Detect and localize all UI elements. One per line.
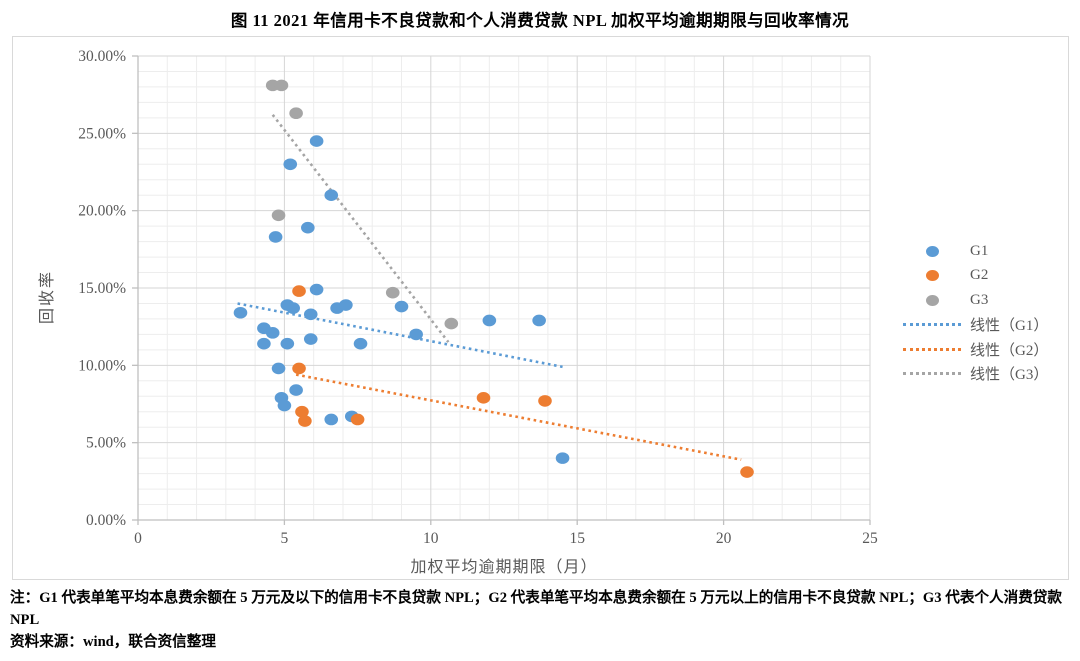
data-point-G1 (265, 327, 280, 339)
series-G1 (233, 135, 570, 464)
legend-label: G3 (970, 291, 989, 308)
data-point-G1 (268, 231, 283, 243)
trendline-线性（G1） (237, 302, 563, 369)
chart-container: 0 5 10 15 20 25 0.00% 5.00% 10.00% 15.00% 20.00% 25… (12, 36, 1069, 580)
page-title: 图 11 2021 年信用卡不良贷款和个人消费贷款 NPL 加权平均逾期期限与回… (230, 11, 850, 30)
data-point-G3 (289, 107, 303, 120)
data-point-G1 (309, 135, 324, 147)
legend-swatch (903, 270, 961, 281)
data-point-G3 (271, 209, 286, 222)
data-point-G2 (538, 395, 552, 407)
x-tick-label: 20 (716, 530, 732, 547)
legend-label: 线性（G3） (970, 367, 1049, 383)
y-tick-label: 30.00% (78, 48, 126, 65)
x-axis-title: 加权平均逾期期限（月） (410, 559, 598, 576)
notes-block: 注：G1 代表单笔平均本息费余额在 5 万元及以下的信用卡不良贷款 NPL；G2… (10, 588, 1072, 654)
legend-swatch (903, 323, 961, 326)
x-tick-label: 0 (134, 530, 142, 547)
data-point-G1 (339, 299, 353, 311)
data-point-G2 (298, 415, 312, 427)
tick-labels: 0 5 10 15 20 25 0.00% 5.00% 10.00% 15.00% 20.00% 25… (78, 48, 878, 547)
data-point-G1 (324, 413, 339, 426)
legend-label: G2 (970, 267, 989, 283)
data-point-G1 (277, 399, 292, 412)
y-tick-label: 0.00% (86, 512, 126, 529)
legend-item: G1 (903, 243, 1048, 259)
trendline-线性（G3） (271, 113, 450, 343)
data-point-G2 (295, 405, 309, 418)
axes (132, 55, 871, 525)
legend-swatch (903, 372, 961, 375)
legend-label: 线性（G2） (970, 342, 1049, 359)
note-text: 注：G1 代表单笔平均本息费余额在 5 万元及以下的信用卡不良贷款 NPL；G2… (10, 590, 1062, 628)
data-point-G3 (444, 317, 459, 330)
data-point-G3 (385, 286, 400, 299)
data-point-G1 (309, 283, 324, 296)
legend-item: G3 (903, 292, 1048, 308)
legend-label: 线性（G1） (970, 318, 1049, 334)
legend-swatch (903, 347, 961, 351)
data-point-G2 (292, 362, 306, 375)
legend-item: 线性（G1） (903, 317, 1049, 334)
data-point-G1 (280, 337, 295, 350)
data-point-G1 (271, 362, 286, 375)
x-tick-label: 10 (423, 530, 439, 547)
data-point-G2 (292, 285, 306, 297)
gridlines-major (138, 55, 871, 520)
data-point-G1 (353, 337, 368, 350)
data-point-G1 (324, 189, 339, 201)
y-tick-label: 10.00% (78, 357, 126, 374)
data-point-G1 (409, 328, 423, 341)
legend-item: 线性（G2） (903, 341, 1049, 359)
data-point-G1 (303, 308, 318, 321)
y-tick-label: 20.00% (78, 203, 126, 220)
y-tick-label: 15.00% (78, 280, 126, 297)
x-tick-label: 25 (862, 530, 878, 547)
data-point-G1 (233, 306, 248, 319)
data-point-G1 (286, 302, 300, 314)
data-point-G1 (301, 221, 315, 234)
data-point-G1 (257, 337, 271, 350)
data-point-G1 (555, 452, 570, 464)
data-point-G3 (274, 79, 289, 92)
legend-swatch (903, 245, 961, 257)
data-point-G2 (350, 413, 365, 426)
data-point-G1 (289, 384, 303, 396)
legend: G1 G2 G3 线性（G1） 线性（G2） 线性（G3） (903, 243, 1049, 383)
series-G3 (265, 79, 459, 330)
x-tick-label: 15 (569, 530, 585, 547)
y-axis-title: 回收率 (39, 270, 56, 325)
data-point-G2 (740, 466, 754, 478)
series-G2 (292, 285, 754, 478)
chart-svg: 0 5 10 15 20 25 0.00% 5.00% 10.00% 15.00% 20.00% 25… (78, 48, 878, 547)
source-text: 资料来源：wind，联合资信整理 (10, 633, 216, 650)
legend-item: G2 (903, 267, 1048, 284)
y-tick-label: 5.00% (86, 435, 126, 452)
data-point-G1 (283, 158, 298, 171)
data-point-G1 (303, 333, 318, 345)
data-point-G2 (476, 392, 491, 404)
data-point-G1 (532, 314, 546, 327)
data-point-G1 (482, 314, 497, 327)
legend-item: 线性（G3） (903, 366, 1049, 383)
trendline-线性（G2） (295, 373, 742, 461)
data-point-G1 (394, 300, 409, 313)
legend-label: G1 (970, 242, 989, 259)
x-tick-label: 5 (281, 530, 289, 547)
y-tick-label: 25.00% (78, 125, 126, 142)
legend-swatch (903, 294, 961, 306)
